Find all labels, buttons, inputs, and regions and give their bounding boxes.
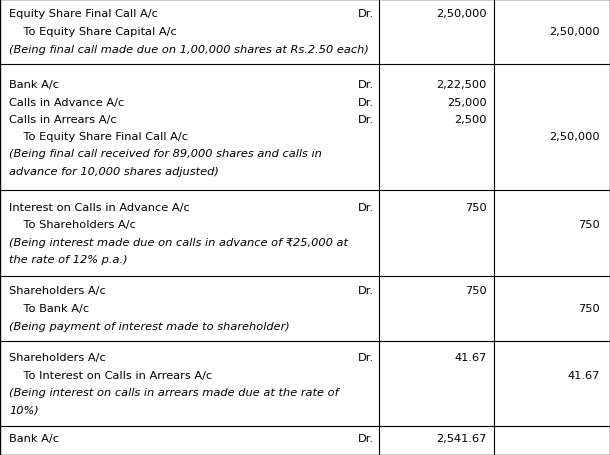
Text: Bank A/c: Bank A/c (9, 80, 59, 90)
Text: (Being interest on calls in arrears made due at the rate of: (Being interest on calls in arrears made… (9, 387, 339, 397)
Text: (Being interest made due on calls in advance of ₹25,000 at: (Being interest made due on calls in adv… (9, 237, 348, 247)
Text: Equity Share Final Call A/c: Equity Share Final Call A/c (9, 9, 158, 19)
Text: 750: 750 (465, 202, 487, 212)
Text: Dr.: Dr. (358, 353, 374, 362)
Text: 2,541.67: 2,541.67 (436, 433, 487, 443)
Text: 2,50,000: 2,50,000 (549, 27, 600, 37)
Text: 750: 750 (465, 285, 487, 295)
Text: To Shareholders A/c: To Shareholders A/c (9, 220, 136, 230)
Text: 25,000: 25,000 (447, 97, 487, 107)
Text: Dr.: Dr. (358, 115, 374, 125)
Text: 2,22,500: 2,22,500 (436, 80, 487, 90)
Text: To Equity Share Final Call A/c: To Equity Share Final Call A/c (9, 132, 188, 142)
Text: 2,50,000: 2,50,000 (436, 9, 487, 19)
Text: Calls in Advance A/c: Calls in Advance A/c (9, 97, 124, 107)
Text: (Being final call made due on 1,00,000 shares at Rs.2.50 each): (Being final call made due on 1,00,000 s… (9, 45, 369, 55)
Text: 41.67: 41.67 (454, 353, 487, 362)
Text: Interest on Calls in Advance A/c: Interest on Calls in Advance A/c (9, 202, 190, 212)
Text: To Interest on Calls in Arrears A/c: To Interest on Calls in Arrears A/c (9, 370, 212, 380)
Text: Dr.: Dr. (358, 9, 374, 19)
Text: Dr.: Dr. (358, 97, 374, 107)
Text: Bank A/c: Bank A/c (9, 433, 59, 443)
Text: Shareholders A/c: Shareholders A/c (9, 285, 106, 295)
Text: 2,500: 2,500 (454, 115, 487, 125)
Text: Dr.: Dr. (358, 433, 374, 443)
Text: To Equity Share Capital A/c: To Equity Share Capital A/c (9, 27, 177, 37)
Text: advance for 10,000 shares adjusted): advance for 10,000 shares adjusted) (9, 166, 219, 176)
Text: 750: 750 (578, 303, 600, 313)
Text: 750: 750 (578, 220, 600, 230)
Text: Calls in Arrears A/c: Calls in Arrears A/c (9, 115, 117, 125)
Text: 10%): 10%) (9, 405, 39, 415)
Text: the rate of 12% p.a.): the rate of 12% p.a.) (9, 254, 127, 264)
Text: (Being final call received for 89,000 shares and calls in: (Being final call received for 89,000 sh… (9, 149, 322, 159)
Text: 41.67: 41.67 (567, 370, 600, 380)
Text: To Bank A/c: To Bank A/c (9, 303, 89, 313)
Text: Dr.: Dr. (358, 202, 374, 212)
Text: Dr.: Dr. (358, 285, 374, 295)
Text: Shareholders A/c: Shareholders A/c (9, 353, 106, 362)
Text: (Being payment of interest made to shareholder): (Being payment of interest made to share… (9, 321, 290, 331)
Text: 2,50,000: 2,50,000 (549, 132, 600, 142)
Text: Dr.: Dr. (358, 80, 374, 90)
